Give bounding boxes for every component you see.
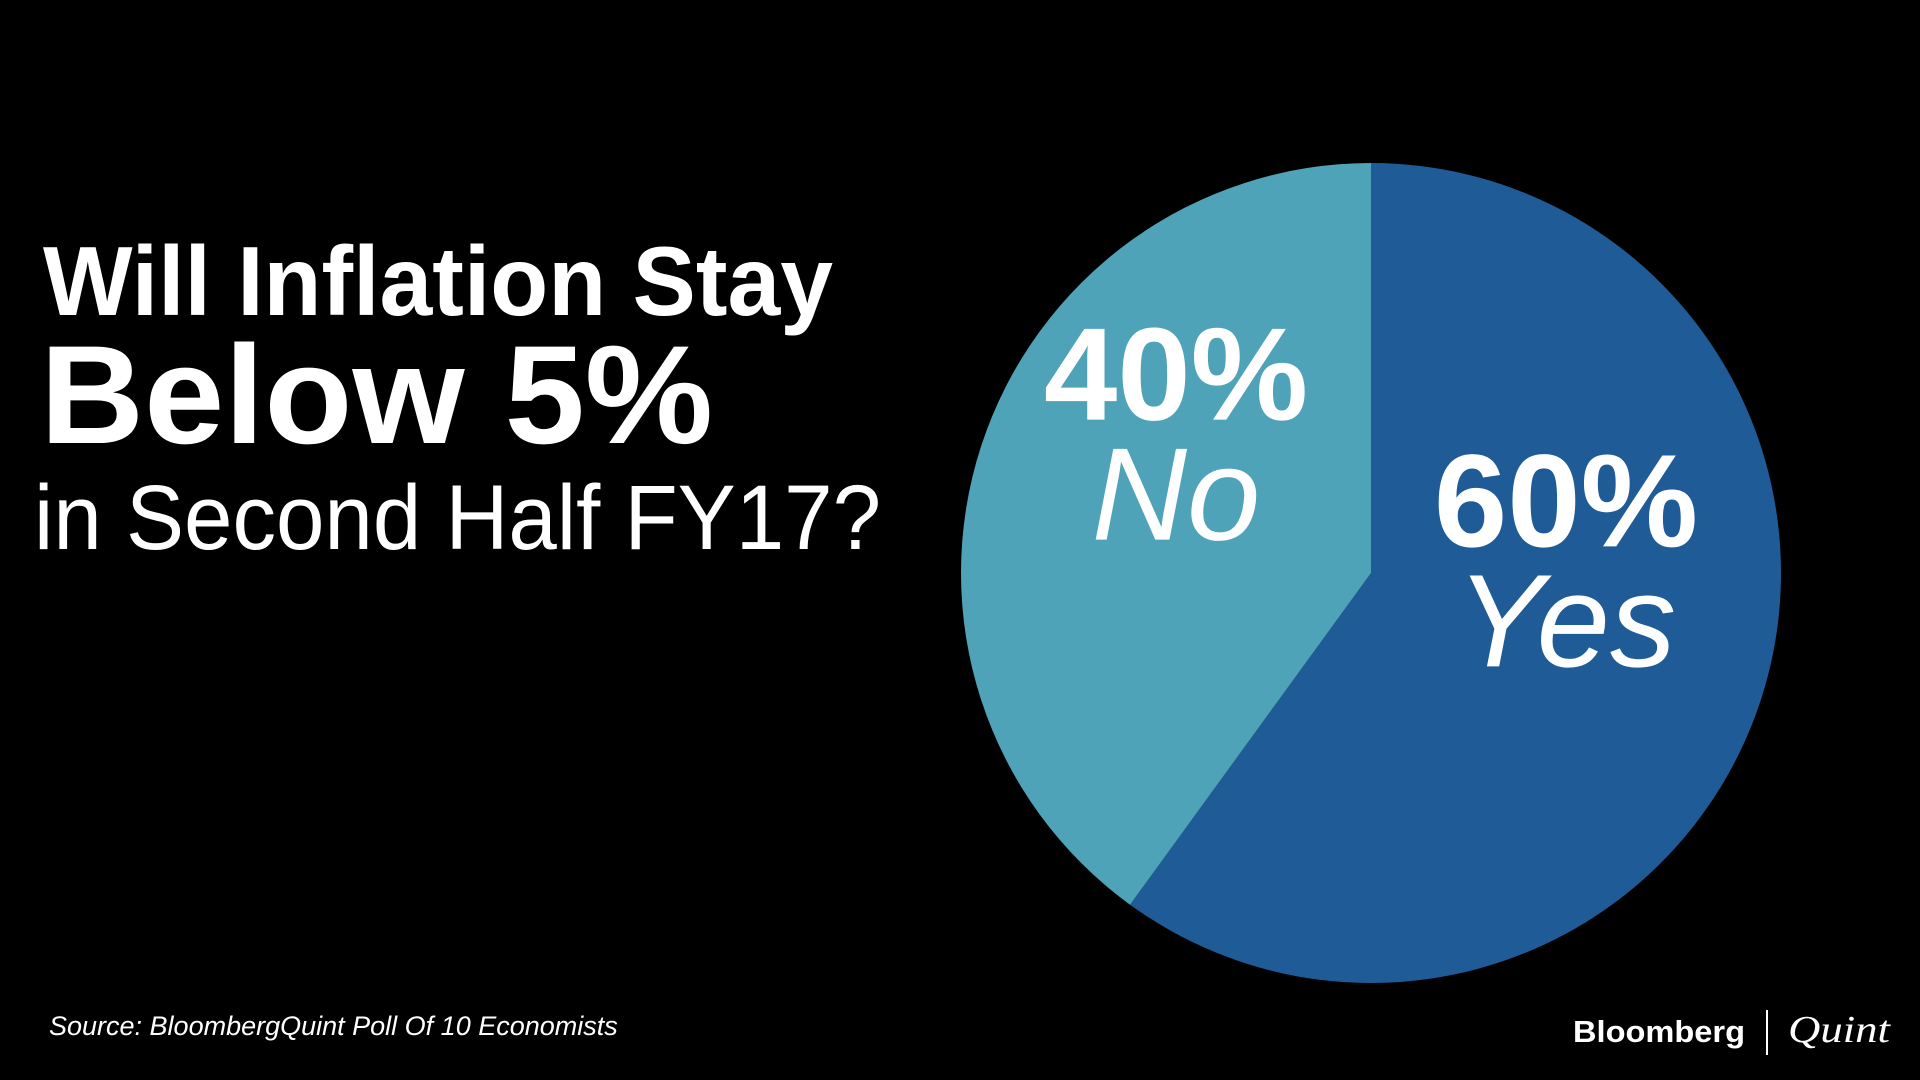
category-label: No	[1092, 421, 1261, 568]
title-line: Below 5%	[40, 316, 713, 473]
data-label: 60%	[1434, 427, 1698, 574]
title-line: Will Inflation Stay	[43, 226, 833, 336]
source-note: Source: BloombergQuint Poll Of 10 Econom…	[49, 1011, 618, 1041]
pie-slice	[1130, 163, 1781, 984]
title-line: in Second Half FY17?	[34, 467, 881, 569]
category-label: Yes	[1456, 547, 1676, 694]
logo-text: Bloomberg	[1573, 1014, 1745, 1049]
logo-text: Quint	[1788, 1009, 1892, 1051]
pie: 60%Yes 40%No	[961, 163, 1781, 984]
pie-slice	[961, 163, 1371, 905]
data-label: 40%	[1044, 301, 1308, 448]
